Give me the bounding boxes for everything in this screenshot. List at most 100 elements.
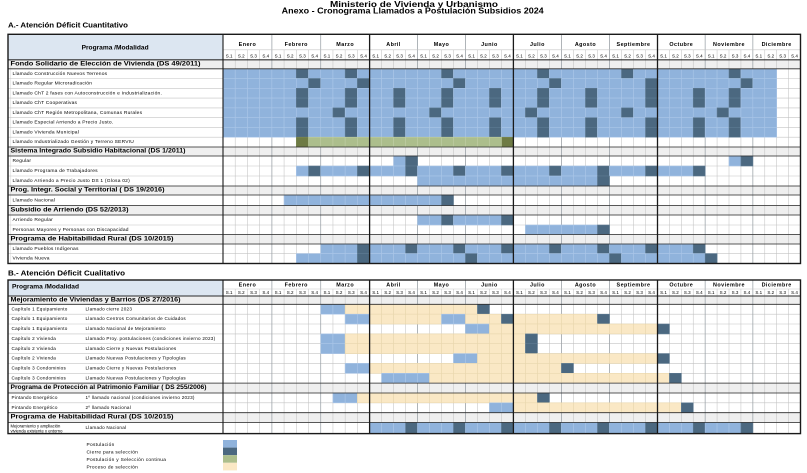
- svg-text:Postulación: Postulación: [87, 442, 115, 448]
- svg-text:Octubre: Octubre: [669, 283, 693, 289]
- svg-text:Postulación y Selección contin: Postulación y Selección continua: [87, 457, 167, 463]
- svg-text:Anexo - Cronograma Llamados a: Anexo - Cronograma Llamados a Postulació…: [282, 6, 544, 16]
- svg-text:Llamado Cierre y Nuevas Postul: Llamado Cierre y Nuevas Postulaciones: [86, 346, 177, 351]
- svg-text:S.2: S.2: [672, 54, 679, 59]
- svg-text:S.4: S.4: [504, 54, 511, 59]
- svg-text:Llamado cierre 2023: Llamado cierre 2023: [86, 306, 133, 311]
- svg-text:S.3: S.3: [299, 290, 306, 295]
- svg-text:Marzo: Marzo: [336, 283, 354, 289]
- svg-text:S.1: S.1: [468, 290, 475, 295]
- svg-text:S.2: S.2: [432, 290, 439, 295]
- svg-text:Llamado Industrializado Gestió: Llamado Industrializado Gestión y Terren…: [13, 139, 135, 145]
- svg-text:Fondo Solidario de Elección de: Fondo Solidario de Elección de Vivienda …: [11, 60, 201, 67]
- svg-text:S.2: S.2: [480, 54, 487, 59]
- svg-text:S.1: S.1: [420, 54, 427, 59]
- svg-text:S.4: S.4: [696, 290, 703, 295]
- svg-text:S.2: S.2: [384, 54, 391, 59]
- svg-text:S.2: S.2: [624, 290, 631, 295]
- svg-text:Febrero: Febrero: [285, 42, 308, 48]
- svg-text:S.3: S.3: [396, 54, 403, 59]
- svg-text:S.4: S.4: [791, 290, 798, 295]
- svg-text:S.1: S.1: [275, 54, 282, 59]
- svg-text:S.3: S.3: [540, 290, 547, 295]
- svg-text:Junio: Junio: [481, 283, 498, 289]
- svg-text:S.1: S.1: [755, 54, 762, 59]
- svg-text:Llamado Arriendo a Precio Just: Llamado Arriendo a Precio Justo DS 1 (Gl…: [13, 178, 131, 184]
- svg-text:S.4: S.4: [696, 54, 703, 59]
- svg-text:Llamado ChT Cooperativas: Llamado ChT Cooperativas: [13, 100, 78, 106]
- svg-text:Ministerio de Vivienda y Urban: Ministerio de Vivienda y Urbanismo: [330, 0, 498, 9]
- svg-text:Agosto: Agosto: [575, 42, 597, 48]
- svg-text:Julio: Julio: [530, 283, 545, 289]
- svg-text:S.1: S.1: [755, 290, 762, 295]
- svg-text:Capítulo 1 Equipamiento: Capítulo 1 Equipamiento: [12, 306, 68, 311]
- svg-text:Diciembre: Diciembre: [762, 42, 792, 48]
- svg-text:Subsidio de Arriendo (DS 52/20: Subsidio de Arriendo (DS 52/2013): [11, 206, 129, 213]
- svg-text:Programa de Habitabilidad Rura: Programa de Habitabilidad Rural (DS 10/2…: [11, 235, 174, 242]
- svg-text:S.4: S.4: [600, 54, 607, 59]
- svg-text:Octubre: Octubre: [669, 42, 693, 48]
- svg-text:S.1: S.1: [516, 290, 523, 295]
- svg-text:Programa de Habitabilidad Rura: Programa de Habitabilidad Rural (DS 10/2…: [11, 414, 174, 421]
- svg-text:Llamado Centros Comunitarios d: Llamado Centros Comunitarios de Cuidados: [86, 316, 187, 321]
- svg-text:Llamado Nacional de Mejoramien: Llamado Nacional de Mejoramiento: [86, 326, 166, 331]
- svg-text:S.4: S.4: [311, 290, 318, 295]
- svg-text:S.3: S.3: [684, 54, 691, 59]
- svg-text:S.4: S.4: [552, 290, 559, 295]
- svg-text:A.- Atención Déficit Cuantitat: A.- Atención Déficit Cuantitativo: [8, 20, 129, 29]
- svg-text:Septiembre: Septiembre: [617, 42, 651, 48]
- svg-text:S.2: S.2: [432, 54, 439, 59]
- svg-text:Arriendo Regular: Arriendo Regular: [13, 217, 54, 223]
- svg-text:Capítulo 1 Equipamiento: Capítulo 1 Equipamiento: [12, 316, 68, 321]
- svg-text:S.3: S.3: [348, 54, 355, 59]
- svg-text:S.4: S.4: [600, 290, 607, 295]
- svg-text:S.1: S.1: [660, 290, 667, 295]
- svg-text:Mejoramiento y ampliación: Mejoramiento y ampliación: [11, 424, 61, 429]
- svg-text:Llamado Nacional: Llamado Nacional: [86, 425, 127, 430]
- svg-text:S.4: S.4: [791, 54, 798, 59]
- svg-text:S.4: S.4: [456, 54, 463, 59]
- svg-text:Septiembre: Septiembre: [617, 283, 651, 289]
- svg-text:S.4: S.4: [408, 54, 415, 59]
- svg-text:S.4: S.4: [456, 290, 463, 295]
- svg-text:Llamado Pueblos Indígenas: Llamado Pueblos Indígenas: [13, 246, 79, 252]
- svg-text:1º llamado nacional (condicion: 1º llamado nacional (condiciones inviern…: [86, 395, 195, 400]
- svg-text:Cierre para selección: Cierre para selección: [87, 450, 139, 456]
- svg-text:Junio: Junio: [481, 42, 498, 48]
- svg-text:S.1: S.1: [323, 290, 330, 295]
- svg-text:S.1: S.1: [612, 290, 619, 295]
- svg-text:Capítulo 1 Equipamiento: Capítulo 1 Equipamiento: [12, 326, 68, 331]
- svg-text:S.3: S.3: [732, 54, 739, 59]
- svg-text:S.3: S.3: [732, 290, 739, 295]
- svg-text:S.2: S.2: [480, 290, 487, 295]
- svg-text:S.4: S.4: [360, 54, 367, 59]
- svg-text:S.2: S.2: [576, 54, 583, 59]
- svg-text:S.4: S.4: [648, 290, 655, 295]
- svg-text:Noviembre: Noviembre: [713, 42, 745, 48]
- svg-text:Diciembre: Diciembre: [762, 283, 792, 289]
- svg-text:Mayo: Mayo: [434, 283, 450, 289]
- svg-text:Pintando Energético: Pintando Energético: [12, 405, 58, 410]
- svg-text:Mejoramiento de Viviendas y Ba: Mejoramiento de Viviendas y Barrios (DS …: [11, 296, 181, 303]
- svg-text:S.3: S.3: [540, 54, 547, 59]
- svg-text:S.2: S.2: [624, 54, 631, 59]
- svg-text:Vivienda Nueva: Vivienda Nueva: [13, 256, 50, 262]
- svg-text:Llamado Programa de Trabajador: Llamado Programa de Trabajadores: [13, 168, 99, 174]
- svg-text:S.3: S.3: [250, 54, 257, 59]
- svg-text:Abril: Abril: [386, 283, 401, 289]
- svg-text:S.3: S.3: [636, 290, 643, 295]
- svg-text:Febrero: Febrero: [285, 283, 308, 289]
- svg-text:Llamado Vivienda Municipal: Llamado Vivienda Municipal: [13, 129, 80, 135]
- svg-text:S.3: S.3: [396, 290, 403, 295]
- svg-text:Capítulo 2 Vivienda: Capítulo 2 Vivienda: [12, 336, 57, 341]
- svg-text:S.4: S.4: [743, 54, 750, 59]
- svg-text:S.3: S.3: [779, 290, 786, 295]
- svg-text:vivienda existente y entorno: vivienda existente y entorno: [11, 428, 64, 433]
- svg-text:S.1: S.1: [226, 54, 233, 59]
- svg-text:S.4: S.4: [408, 290, 415, 295]
- svg-text:Llamado Cierre y Nuevas Postul: Llamado Cierre y Nuevas Postulaciones: [86, 365, 177, 370]
- svg-text:S.1: S.1: [516, 54, 523, 59]
- svg-text:Llamado Construcción Nuevos Te: Llamado Construcción Nuevos Terrenos: [13, 71, 108, 77]
- svg-text:Programa /Modalidad: Programa /Modalidad: [82, 44, 149, 51]
- svg-text:S.4: S.4: [743, 290, 750, 295]
